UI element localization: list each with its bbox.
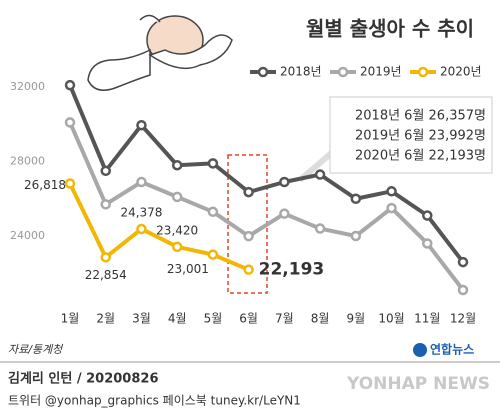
point [64,79,76,91]
logo-icon [413,343,427,357]
legend-marker [257,66,269,78]
callout-box [329,96,493,174]
data-label: 26,818 [24,178,66,192]
legend-label: 2018년 [280,65,322,79]
point [171,159,183,171]
legend-marker [337,66,349,78]
point [457,284,469,296]
x-tick-label: 11월 [414,312,440,326]
point [386,186,397,197]
watermark: YONHAP NEWS [346,374,490,394]
annotation: 2018년 6월 26,357명 [355,109,486,124]
y-tick-label: 32000 [10,80,45,93]
point [100,199,111,210]
x-tick-label: 7월 [275,312,294,326]
series-line [68,84,465,264]
point [171,241,183,253]
point [386,202,397,214]
point [100,165,111,177]
series-line [68,182,250,272]
y-tick-label: 24000 [10,229,45,242]
point [350,193,362,205]
social: 트위터 @yonhap_graphics 페이스북 tuney.kr/LeYN1 [8,394,301,408]
point [171,191,183,203]
annotation: 2020년 6월 22,193명 [355,149,486,164]
point [64,178,76,189]
point [100,252,111,263]
legend-label: 2020년 [440,65,482,79]
data-label: 23,001 [167,262,209,276]
x-tick-label: 6월 [239,312,258,326]
baby-illustration [87,14,233,91]
legend-label: 2019년 [360,65,402,79]
point [243,264,254,275]
point [422,238,433,249]
point [279,176,290,188]
point [136,176,147,188]
point [279,208,290,219]
series-line [68,121,465,292]
legend-marker [417,66,429,78]
x-tick-label: 3월 [132,312,151,326]
x-tick-label: 2월 [96,312,115,326]
data-label: 22,193 [259,260,325,280]
point [207,206,219,218]
point [64,117,76,128]
point [314,169,326,180]
credit: 김계리 인턴 / 20200826 [8,371,159,387]
x-tick-label: 9월 [346,312,365,326]
point [136,119,147,131]
point [457,256,469,268]
point [422,210,433,221]
x-tick-label: 10월 [378,312,404,326]
point [243,230,254,242]
x-tick-label: 8월 [311,312,330,326]
data-label: 22,854 [85,268,127,282]
data-label: 23,420 [156,223,198,237]
point [207,249,219,260]
point [207,158,219,169]
callout-connector [298,147,337,183]
data-label: 24,378 [120,205,162,219]
point [314,223,326,234]
y-tick-label: 28000 [10,155,45,168]
chart-title: 월별 출생아 수 추이 [306,17,474,41]
x-tick-label: 4월 [168,312,187,326]
x-tick-label: 1월 [61,312,80,326]
point [350,230,362,242]
x-tick-label: 5월 [204,312,223,326]
annotation: 2019년 6월 23,992명 [355,129,486,144]
logo: 연합뉴스 [430,342,474,357]
point [243,186,254,198]
x-tick-label: 12월 [450,312,476,326]
point [136,223,147,235]
source: 자료/통계청 [8,343,64,356]
